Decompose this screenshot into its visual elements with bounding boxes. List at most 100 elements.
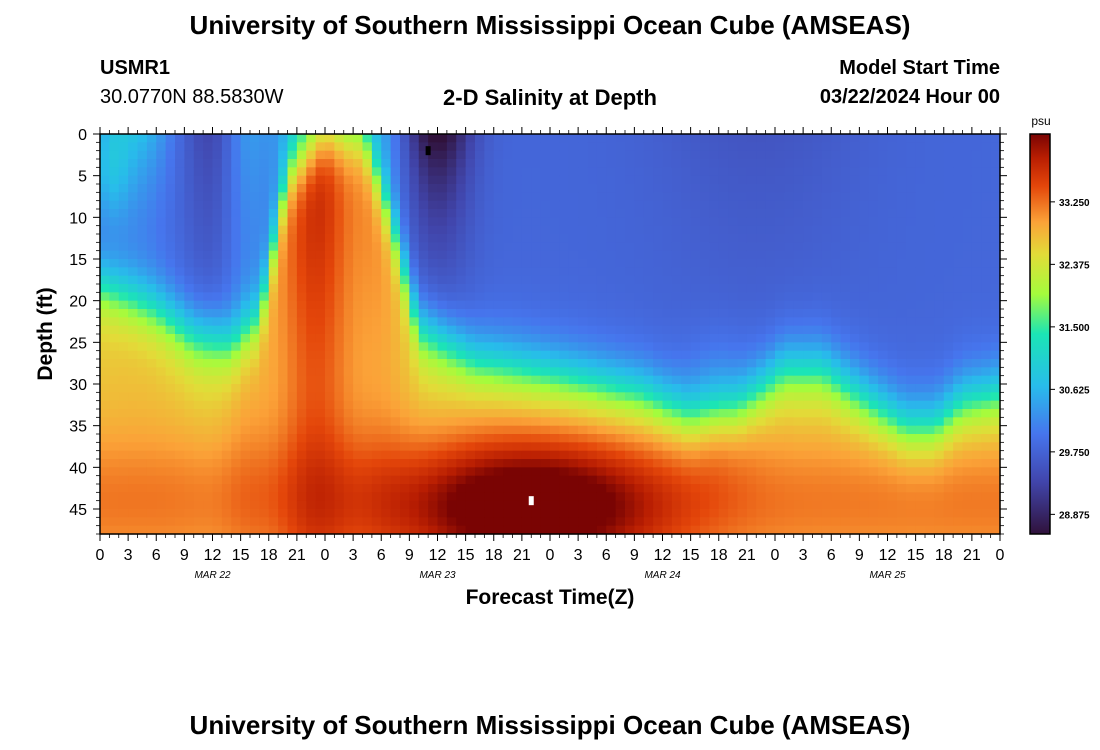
heatmap-cell (221, 467, 232, 477)
heatmap-cell (831, 517, 842, 527)
heatmap-cell (690, 259, 701, 268)
heatmap-cell (962, 292, 973, 302)
heatmap-cell (568, 400, 579, 410)
heatmap-cell (709, 484, 720, 493)
heatmap-cell (728, 517, 739, 527)
heatmap-cell (634, 259, 645, 268)
heatmap-cell (203, 367, 214, 377)
heatmap-cell (737, 509, 748, 518)
heatmap-cell (484, 259, 495, 268)
heatmap-cell (456, 434, 467, 443)
heatmap-cell (353, 184, 364, 193)
x-tick-label: 15 (232, 547, 250, 564)
heatmap-cell (587, 384, 598, 393)
heatmap-cell (240, 484, 251, 493)
heatmap-cell (540, 509, 551, 518)
heatmap-cell (165, 250, 176, 260)
heatmap-cell (878, 492, 889, 502)
heatmap-cell (568, 475, 579, 485)
colorbar-tick-label: 33.250 (1059, 198, 1090, 209)
heatmap-cell (784, 292, 795, 302)
heatmap-cell (700, 292, 710, 302)
heatmap-cell (334, 442, 345, 452)
heatmap-cell (165, 300, 176, 310)
heatmap-cell (568, 259, 579, 268)
heatmap-cell (540, 325, 551, 335)
heatmap-cell (109, 459, 120, 468)
heatmap-cell (118, 442, 129, 452)
heatmap-cell (559, 217, 570, 227)
heatmap-cell (615, 325, 626, 335)
heatmap-cell (953, 500, 964, 510)
heatmap-cell (109, 184, 120, 193)
heatmap-cell (615, 375, 626, 385)
heatmap-cell (962, 334, 973, 343)
heatmap-cell (943, 284, 954, 293)
heatmap-cell (446, 134, 457, 143)
heatmap-cell (484, 184, 495, 193)
heatmap-cell (278, 400, 289, 410)
heatmap-cell (278, 492, 289, 502)
heatmap-cell (971, 309, 982, 318)
heatmap-cell (465, 150, 476, 160)
heatmap-cell (690, 425, 701, 435)
heatmap-cell (278, 509, 289, 518)
heatmap-cell (390, 134, 401, 143)
heatmap-cell (896, 384, 907, 393)
heatmap-cell (550, 175, 560, 185)
heatmap-cell (775, 350, 785, 360)
heatmap-cell (681, 192, 692, 202)
heatmap-cell (990, 375, 1001, 385)
heatmap-cell (709, 367, 720, 377)
heatmap-cell (109, 517, 120, 527)
heatmap-cell (775, 167, 785, 177)
heatmap-cell (578, 300, 589, 310)
heatmap-cell (250, 242, 260, 252)
heatmap-cell (475, 325, 485, 335)
heatmap-cell (371, 325, 382, 335)
heatmap-cell (981, 192, 992, 202)
heatmap-cell (409, 175, 420, 185)
heatmap-cell (521, 500, 532, 510)
heatmap-cell (475, 500, 485, 510)
heatmap-cell (775, 142, 785, 152)
heatmap-cell (325, 367, 335, 377)
heatmap-cell (418, 217, 429, 227)
heatmap-cell (559, 292, 570, 302)
heatmap-cell (793, 234, 804, 243)
heatmap-cell (221, 400, 232, 410)
heatmap-cell (118, 200, 129, 210)
heatmap-cell (746, 184, 757, 193)
heatmap-cell (971, 525, 982, 535)
heatmap-cell (765, 317, 776, 327)
heatmap-cell (400, 309, 410, 318)
heatmap-cell (390, 475, 401, 485)
heatmap-cell (456, 309, 467, 318)
heatmap-cell (568, 367, 579, 377)
heatmap-cell (578, 450, 589, 460)
heatmap-cell (812, 459, 823, 468)
heatmap-cell (850, 200, 860, 210)
heatmap-cell (821, 284, 832, 293)
heatmap-cell (306, 142, 317, 152)
heatmap-cell (550, 267, 560, 277)
heatmap-cell (625, 184, 635, 193)
heatmap-cell (381, 159, 392, 168)
heatmap-cell (521, 275, 532, 285)
heatmap-cell (709, 475, 720, 485)
heatmap-cell (540, 217, 551, 227)
heatmap-cell (550, 225, 560, 235)
heatmap-cell (165, 517, 176, 527)
heatmap-cell (287, 425, 298, 435)
heatmap-cell (868, 459, 879, 468)
heatmap-cell (156, 475, 167, 485)
heatmap-cell (437, 434, 448, 443)
heatmap-cell (250, 392, 260, 402)
heatmap-cell (578, 217, 589, 227)
heatmap-cell (709, 284, 720, 293)
heatmap-cell (615, 450, 626, 460)
heatmap-cell (990, 392, 1001, 402)
heatmap-cell (381, 475, 392, 485)
heatmap-cell (962, 475, 973, 485)
heatmap-cell (231, 167, 242, 177)
